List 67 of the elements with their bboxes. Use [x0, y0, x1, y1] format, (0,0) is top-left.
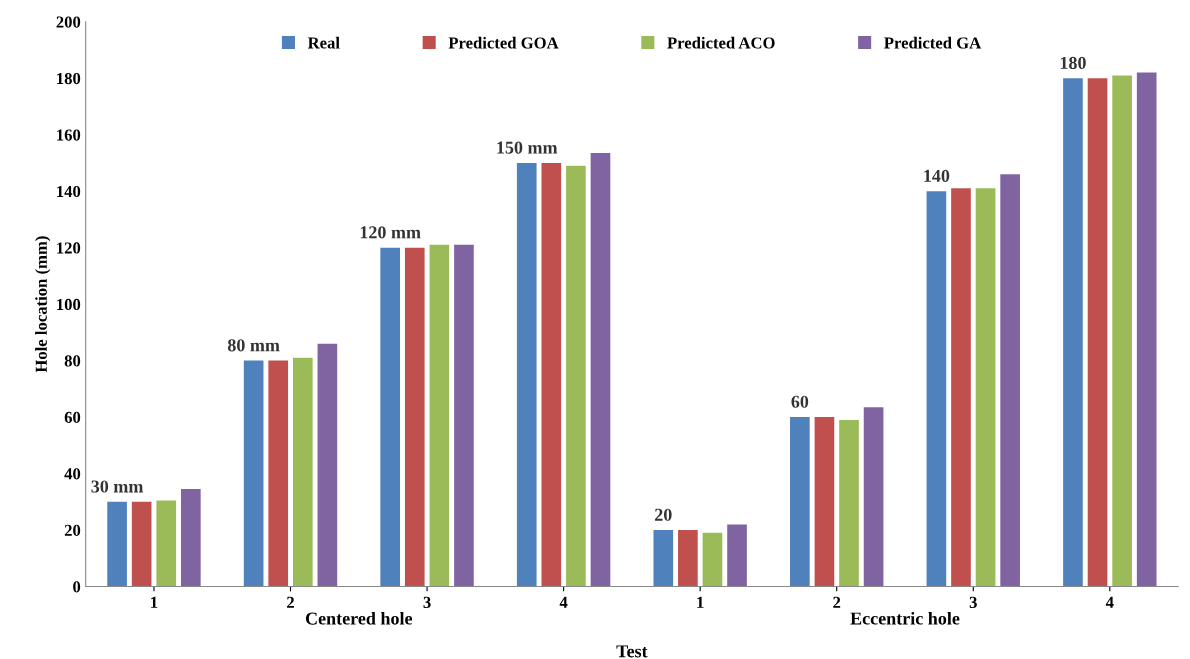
bar — [107, 501, 127, 587]
bar — [727, 524, 747, 587]
y-tick-label: 60 — [64, 411, 81, 424]
x-tick-label: 1 — [697, 596, 704, 608]
bar — [404, 247, 425, 587]
bar — [292, 357, 313, 587]
bar — [678, 530, 698, 587]
bar — [790, 417, 810, 587]
y-tick-label: 0 — [73, 581, 81, 593]
legend-label: Predicted ACO — [667, 36, 775, 49]
bar — [975, 188, 996, 587]
data-label: 80 mm — [227, 339, 280, 352]
x-tick-label: 1 — [151, 596, 158, 608]
bar — [566, 165, 586, 587]
x-tick-label: 4 — [559, 596, 568, 608]
data-label: 20 — [655, 508, 672, 521]
bar — [429, 244, 450, 587]
x-tick-label: 2 — [833, 596, 841, 608]
text: Centered hole — [305, 611, 413, 625]
data-label: 180 — [1060, 56, 1086, 69]
bar — [653, 530, 674, 587]
text: Eccentric hole — [850, 611, 960, 625]
legend-label: Predicted GA — [884, 36, 982, 49]
bar — [863, 407, 884, 587]
bar — [839, 419, 859, 587]
y-tick-label: 200 — [56, 16, 81, 28]
bar — [951, 188, 971, 587]
x-tick-label: 3 — [969, 596, 977, 608]
y-tick-label: 140 — [57, 185, 81, 198]
bar — [590, 153, 611, 587]
bar — [243, 360, 264, 587]
data-label: 30 mm — [91, 480, 144, 493]
bar — [541, 162, 562, 587]
x-tick-label: 3 — [423, 596, 431, 608]
bar — [454, 244, 474, 587]
y-tick-label: 40 — [64, 468, 81, 480]
bar — [156, 500, 177, 587]
x-tick-label: 2 — [287, 596, 294, 608]
data-label: 150 mm — [497, 141, 558, 154]
bar — [268, 360, 289, 587]
bar — [1136, 72, 1157, 587]
bar — [180, 489, 201, 587]
bar — [516, 162, 537, 587]
bar — [702, 532, 723, 587]
data-label: 120 mm — [360, 226, 421, 239]
legend-label: Real — [307, 36, 340, 49]
y-tick-label: 120 — [57, 242, 81, 254]
data-label: 140 — [924, 169, 950, 182]
bar — [814, 417, 835, 587]
bar — [1112, 75, 1132, 587]
y-tick-label: 160 — [57, 129, 81, 141]
y-tick-label: 180 — [57, 72, 81, 85]
bar — [131, 501, 152, 587]
bar — [926, 191, 947, 587]
y-tick-label: 80 — [64, 355, 81, 367]
bar — [1000, 174, 1020, 587]
bar — [317, 343, 338, 587]
y-axis-title: Hole location (mm) — [35, 236, 51, 373]
x-axis-title: Test — [616, 645, 648, 658]
x-tick-label: 4 — [1105, 596, 1114, 608]
legend-label: Predicted GOA — [448, 36, 559, 49]
bar — [1063, 78, 1083, 587]
bar — [380, 247, 401, 587]
data-label: 60 — [791, 395, 809, 408]
y-tick-label: 100 — [57, 298, 81, 311]
y-tick-label: 20 — [64, 524, 81, 536]
bar — [1087, 78, 1108, 587]
